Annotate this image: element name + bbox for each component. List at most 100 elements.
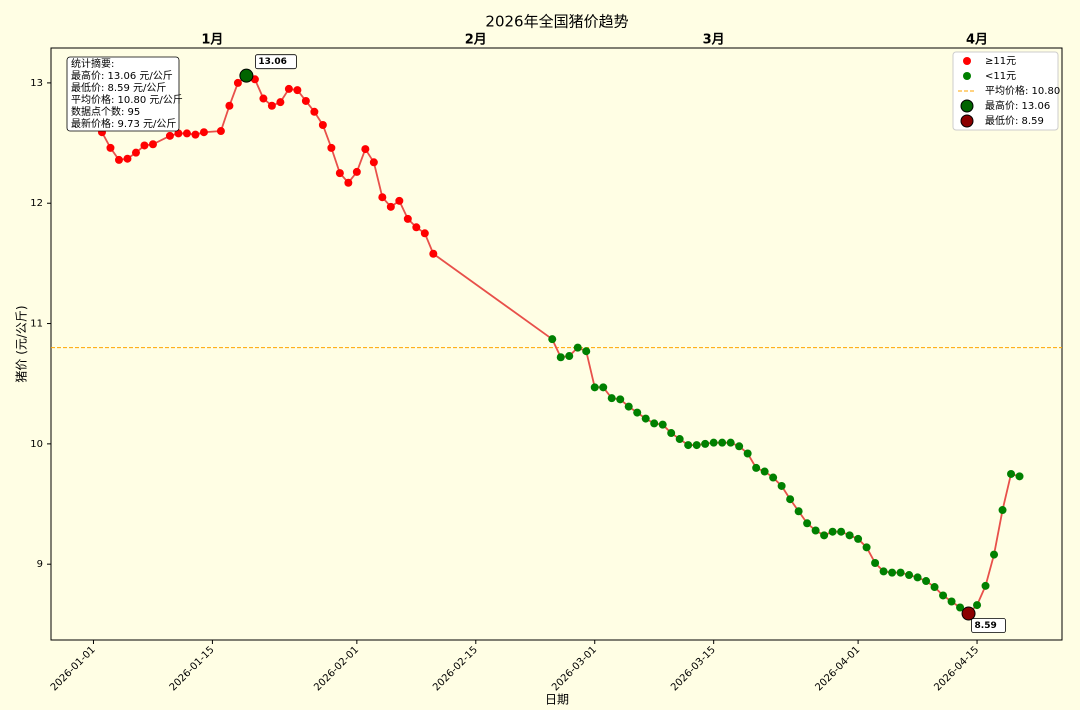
price-point xyxy=(310,107,319,116)
price-point xyxy=(386,202,395,211)
price-point xyxy=(692,441,701,450)
price-point xyxy=(369,158,378,167)
legend-frame xyxy=(952,51,1059,131)
price-point xyxy=(624,402,633,411)
plot-area xyxy=(50,47,1063,641)
price-point xyxy=(556,353,565,362)
max-point-marker xyxy=(239,68,254,83)
price-point xyxy=(148,140,157,149)
price-point xyxy=(760,467,769,476)
legend-swatch xyxy=(960,114,974,128)
y-axis-label: 猪价 (元/公斤) xyxy=(15,305,29,382)
price-point xyxy=(140,141,149,150)
price-point xyxy=(1015,472,1024,481)
legend-label: 最高价: 13.06 xyxy=(985,99,1050,112)
legend-swatch xyxy=(960,99,974,113)
y-tick-label: 12 xyxy=(30,198,43,209)
price-point xyxy=(361,145,370,154)
price-point xyxy=(922,577,931,586)
price-point xyxy=(947,597,956,606)
legend-swatch xyxy=(963,72,971,80)
price-point xyxy=(199,128,208,137)
price-point xyxy=(599,383,608,392)
y-tick-label: 10 xyxy=(30,439,43,450)
price-point xyxy=(395,196,404,205)
stats-line: 数据点个数: 95 xyxy=(71,105,140,118)
price-point xyxy=(352,167,361,176)
price-point xyxy=(259,94,268,103)
price-point xyxy=(267,101,276,110)
legend-label: <11元 xyxy=(985,71,1016,82)
annotation-box xyxy=(255,54,297,70)
price-point xyxy=(905,571,914,580)
price-point xyxy=(743,449,752,458)
price-point xyxy=(106,143,115,152)
price-point xyxy=(174,129,183,138)
price-point xyxy=(862,543,871,552)
price-point xyxy=(293,86,302,95)
price-point xyxy=(412,223,421,232)
stats-line: 最新价格: 9.73 元/公斤 xyxy=(71,117,176,130)
price-point xyxy=(165,131,174,140)
price-point xyxy=(811,526,820,535)
legend-label: 平均价格: 10.80 xyxy=(985,84,1060,97)
stats-line: 平均价格: 10.80 元/公斤 xyxy=(71,93,183,106)
stats-box-frame xyxy=(66,56,180,132)
price-point xyxy=(565,352,574,361)
price-point xyxy=(1007,469,1016,478)
stats-line: 最高价: 13.06 元/公斤 xyxy=(71,69,173,82)
price-point xyxy=(998,506,1007,515)
price-point xyxy=(973,601,982,610)
chart-title: 2026年全国猪价趋势 xyxy=(485,13,628,31)
price-point xyxy=(641,414,650,423)
price-point xyxy=(752,463,761,472)
price-point xyxy=(318,121,327,130)
price-point xyxy=(548,335,557,344)
price-point xyxy=(956,603,965,612)
price-point xyxy=(896,568,905,577)
annotation-text: 13.06 xyxy=(258,57,286,67)
price-point xyxy=(735,442,744,451)
min-point-annotation: 8.59 xyxy=(971,618,1006,633)
price-point xyxy=(573,343,582,352)
price-point xyxy=(420,229,429,238)
price-point xyxy=(667,429,676,438)
price-point xyxy=(607,394,616,403)
price-point xyxy=(131,148,140,157)
price-point xyxy=(582,347,591,356)
price-point xyxy=(429,249,438,258)
month-label: 2月 xyxy=(465,33,487,48)
price-point xyxy=(233,78,242,87)
legend-swatch xyxy=(963,57,971,65)
x-axis-label: 日期 xyxy=(545,693,569,707)
price-point xyxy=(981,581,990,590)
price-point xyxy=(913,573,922,582)
month-label: 3月 xyxy=(703,33,725,48)
price-point xyxy=(327,143,336,152)
legend-label: ≥11元 xyxy=(985,56,1016,67)
legend-label: 最低价: 8.59 xyxy=(985,114,1044,127)
price-point xyxy=(378,193,387,202)
min-point-marker xyxy=(961,606,976,621)
price-point xyxy=(794,507,803,516)
price-point xyxy=(191,130,200,139)
price-point xyxy=(590,383,599,392)
price-point xyxy=(335,169,344,178)
y-tick-label: 13 xyxy=(30,78,43,89)
month-label: 4月 xyxy=(966,33,988,48)
price-point xyxy=(701,439,710,448)
price-point xyxy=(837,527,846,536)
price-point xyxy=(786,495,795,504)
price-point xyxy=(769,473,778,482)
price-point xyxy=(990,550,999,559)
price-point xyxy=(871,558,880,567)
price-point xyxy=(216,127,225,136)
price-point xyxy=(845,531,854,540)
price-point xyxy=(854,534,863,543)
price-point xyxy=(675,435,684,444)
price-point xyxy=(879,567,888,576)
price-point xyxy=(633,408,642,417)
price-point xyxy=(114,155,123,164)
price-point xyxy=(726,438,735,447)
